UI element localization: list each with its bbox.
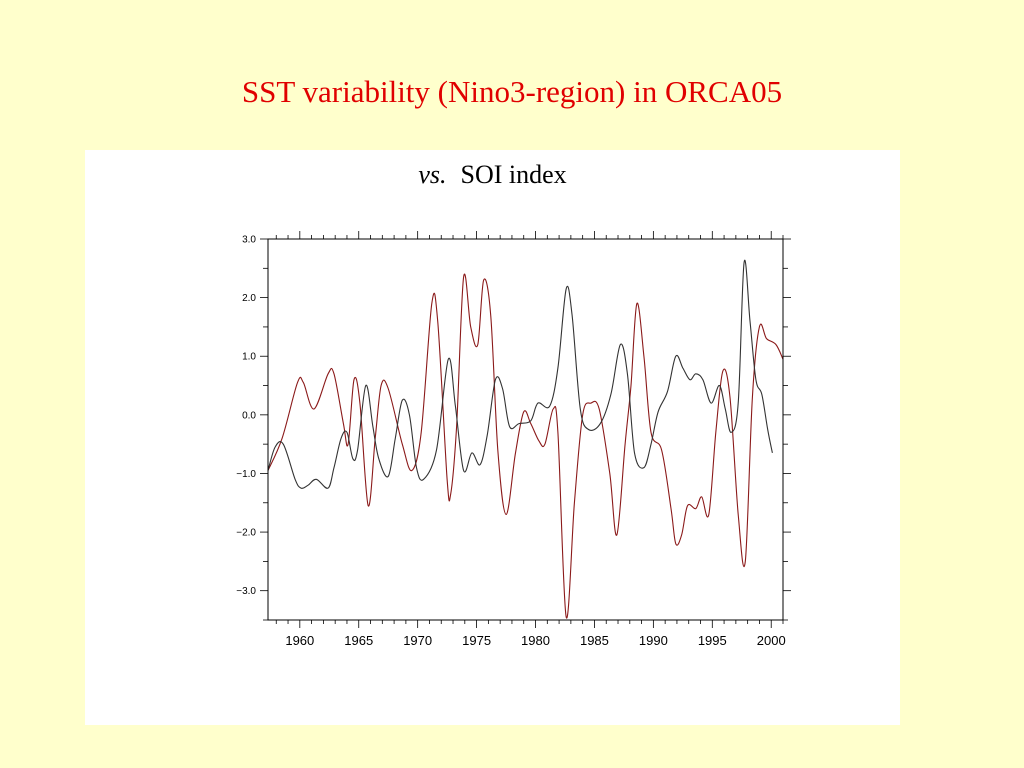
- slide-title: SST variability (Nino3-region) in ORCA05: [241, 74, 783, 109]
- tick-labels: 1960 1965 1970 1975 1980 1985 1990 1995 2000 3.0 2…: [236, 235, 785, 649]
- x-tick-label: 1970: [403, 633, 432, 648]
- y-tick-label: −3.0: [236, 586, 256, 597]
- line-chart: 1960 1965 1970 1975 1980 1985 1990 1995 2000 3.0 2…: [236, 231, 791, 649]
- x-tick-label: 1975: [462, 633, 491, 648]
- y-tick-label: 0.0: [242, 410, 256, 421]
- x-tick-label: 1990: [639, 633, 668, 648]
- series-line-2: [267, 259, 773, 489]
- y-tick-label: −2.0: [236, 528, 256, 539]
- x-tick-label: 1980: [521, 633, 550, 648]
- chart-panel: vs. SOI index 1960 1965 1970 1975 1980 1985 199…: [85, 150, 900, 725]
- x-tick-label: 1985: [580, 633, 609, 648]
- subtitle-vs: vs.: [418, 160, 447, 189]
- x-tick-label: 2000: [757, 633, 786, 648]
- series-lines: [267, 259, 784, 619]
- plot-frame: [267, 238, 784, 621]
- x-tick-label: 1995: [698, 633, 727, 648]
- y-tick-label: 3.0: [242, 235, 256, 246]
- axis-ticks: [260, 231, 791, 628]
- x-tick-label: 1960: [285, 633, 314, 648]
- series-line-1: [267, 273, 784, 619]
- y-tick-label: 1.0: [242, 352, 256, 363]
- chart-subtitle: vs. SOI index: [85, 160, 900, 190]
- subtitle-text: SOI index: [460, 160, 567, 189]
- y-tick-label: 2.0: [242, 293, 256, 304]
- x-tick-label: 1965: [344, 633, 373, 648]
- y-tick-label: −1.0: [236, 469, 256, 480]
